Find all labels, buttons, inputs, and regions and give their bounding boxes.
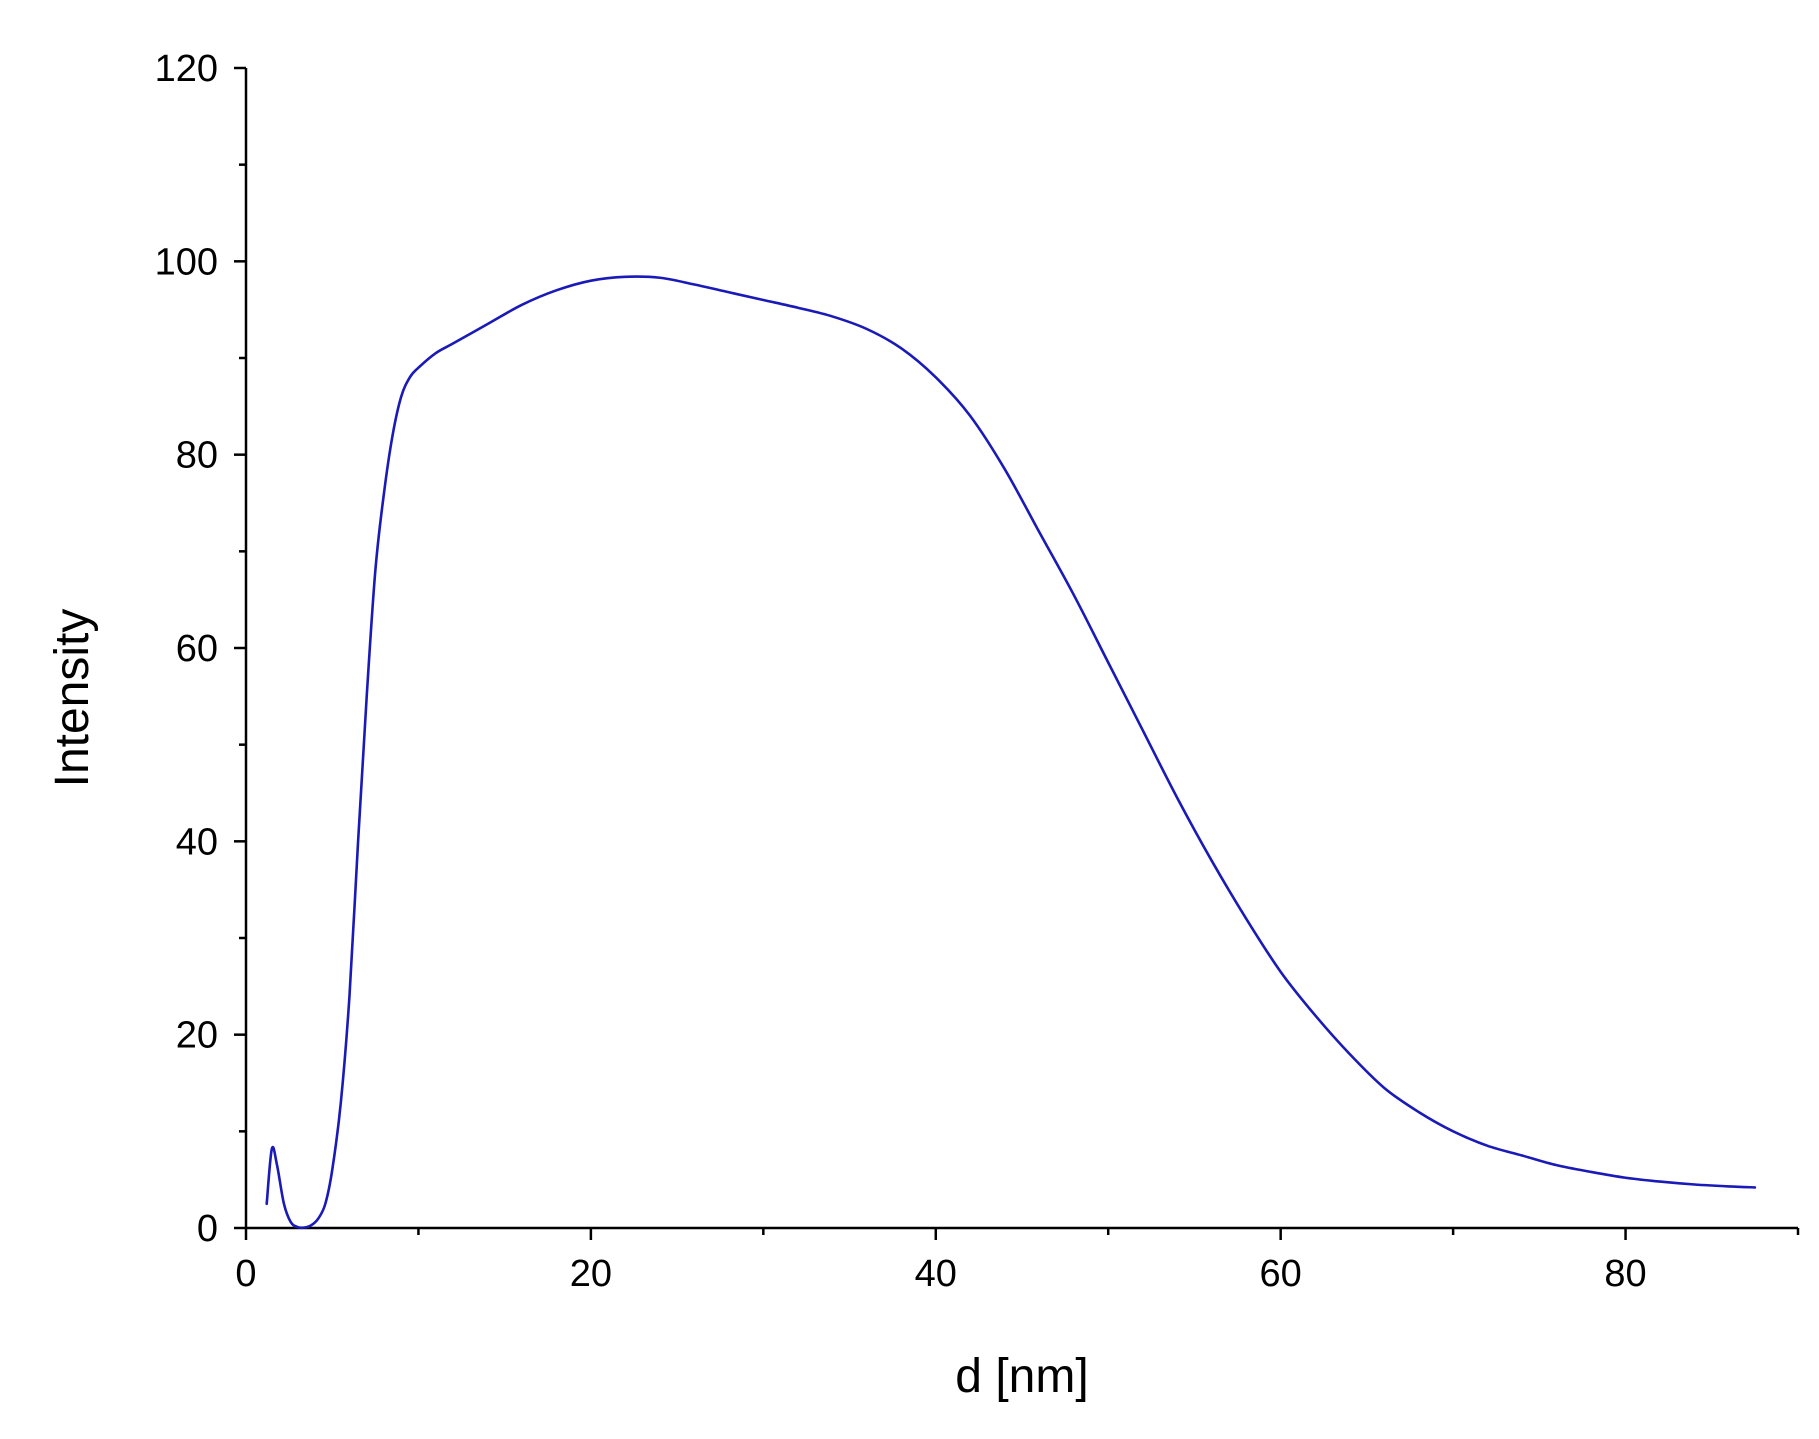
y-tick-label: 80: [176, 435, 218, 477]
axes: [244, 68, 1798, 1230]
y-axis-label: Intensity: [46, 609, 99, 788]
y-tick-label: 120: [155, 48, 218, 90]
x-tick-label: 80: [1604, 1253, 1646, 1295]
y-tick-label: 20: [176, 1015, 218, 1057]
x-tick-label: 0: [235, 1253, 256, 1295]
x-tick-label: 60: [1260, 1253, 1302, 1295]
y-tick-label: 0: [197, 1208, 218, 1250]
y-tick-label: 100: [155, 241, 218, 283]
intensity-curve: [265, 275, 1757, 1230]
x-axis-label: d [nm]: [955, 1350, 1088, 1403]
y-tick-label: 40: [176, 821, 218, 863]
ticks: [234, 66, 1800, 1240]
tick-labels: 0 20 40 60 80 0 20 40 60 80 100 120: [155, 48, 1647, 1295]
x-tick-label: 40: [915, 1253, 957, 1295]
x-tick-label: 20: [570, 1253, 612, 1295]
y-tick-label: 60: [176, 628, 218, 670]
